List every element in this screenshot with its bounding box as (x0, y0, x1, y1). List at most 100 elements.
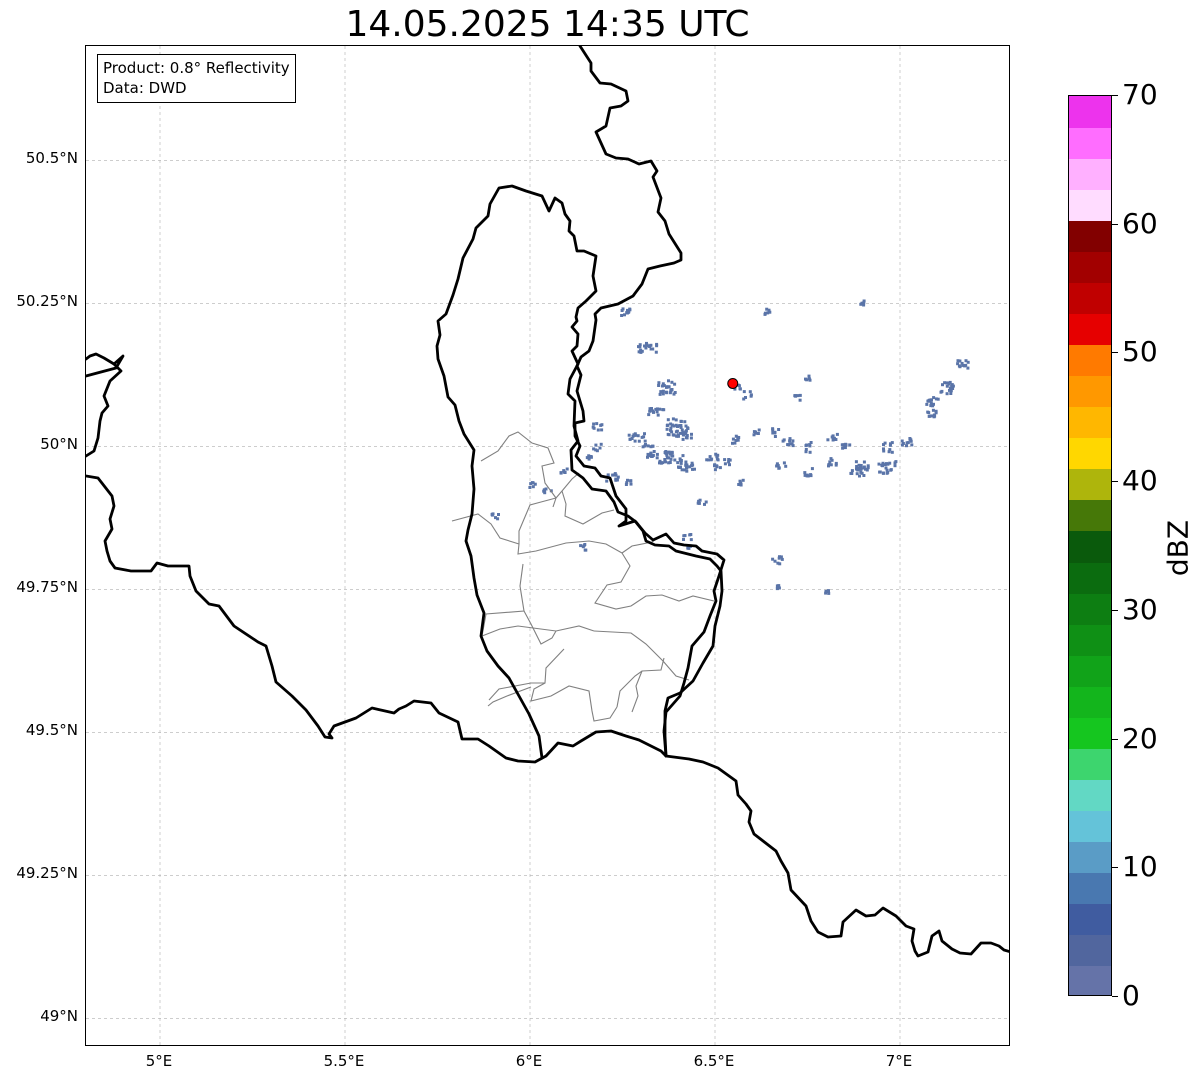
echo-pixel (782, 438, 786, 442)
echo-pixel (849, 471, 853, 475)
echo-pixel (773, 435, 777, 438)
echo-pixel (925, 402, 929, 406)
echo-pixel (649, 445, 653, 449)
echo-pixel (646, 452, 650, 456)
echo-pixel (674, 418, 678, 422)
echo-pixel (685, 466, 688, 470)
echo-pixel (777, 466, 781, 470)
echo-pixel (880, 464, 884, 467)
canton-boundary (451, 513, 520, 545)
echo-pixel (718, 466, 722, 470)
lat-tick-label: 50.25°N (16, 292, 78, 311)
radar-site-marker[interactable] (727, 377, 739, 389)
map-panel[interactable] (85, 45, 1010, 1046)
canton-boundary (530, 648, 618, 722)
echo-pixel (791, 444, 795, 448)
echo-pixel (613, 472, 617, 476)
border-belgium-north (86, 352, 116, 366)
canton-boundaries (451, 431, 715, 722)
echo-pixel (673, 382, 677, 386)
echo-pixel (862, 303, 866, 307)
lon-tick-label: 5°E (145, 1052, 173, 1070)
echo-pixel (672, 424, 676, 428)
echo-pixel (668, 391, 672, 395)
echo-pixel (655, 456, 659, 460)
echo-pixel (834, 463, 838, 467)
echo-pixel (934, 409, 938, 413)
lat-tick-label: 49.25°N (16, 864, 78, 883)
colorbar-segment (1069, 717, 1111, 749)
colorbar-tick-mark (1112, 609, 1118, 611)
echo-pixel (804, 448, 808, 451)
echo-pixel (948, 386, 952, 390)
echo-pixel (667, 450, 671, 454)
echo-pixel (682, 538, 685, 541)
echo-pixel (885, 468, 889, 472)
canton-boundary (523, 610, 557, 645)
echo-pixel (790, 442, 794, 446)
echo-pixel (901, 442, 905, 445)
product-info-box: Product: 0.8° Reflectivity Data: DWD (97, 54, 296, 103)
echo-pixel (676, 425, 679, 428)
echo-pixel (531, 481, 535, 485)
echo-pixel (810, 467, 814, 471)
echo-pixel (777, 556, 781, 560)
echo-pixel (754, 431, 758, 435)
echo-pixel (679, 431, 682, 435)
colorbar (1068, 95, 1112, 996)
echo-pixel (689, 538, 693, 542)
echo-pixel (939, 390, 943, 394)
colorbar-segment (1069, 934, 1111, 967)
echo-pixel (765, 307, 769, 311)
echo-pixel (798, 393, 802, 397)
echo-pixel (756, 432, 760, 435)
colorbar-segment (1069, 530, 1111, 563)
colorbar-segment (1069, 841, 1111, 874)
echo-pixel (960, 361, 964, 365)
echo-pixel (803, 471, 807, 475)
colorbar-tick-mark (1112, 867, 1118, 869)
echo-pixel (697, 499, 701, 503)
echo-pixel (829, 457, 833, 461)
echo-pixel (929, 401, 933, 405)
echo-pixel (859, 470, 863, 474)
colorbar-tick-label: 40 (1122, 464, 1158, 498)
echo-pixel (559, 471, 563, 475)
echo-pixel (665, 424, 669, 427)
echo-pixel (563, 471, 567, 474)
echo-pixel (682, 534, 686, 538)
echo-pixel (775, 464, 779, 468)
echo-pixel (626, 308, 629, 312)
echo-pixel (660, 384, 664, 388)
echo-pixel (805, 474, 809, 478)
echo-pixel (796, 394, 800, 398)
echo-pixel (860, 301, 864, 305)
echo-pixel (908, 437, 912, 440)
echo-pixel (679, 426, 683, 429)
echo-pixel (640, 349, 644, 353)
echo-pixel (671, 454, 675, 458)
echo-pixel (650, 407, 653, 410)
echo-pixel (733, 441, 737, 445)
echo-pixel (639, 348, 643, 352)
echo-pixel (664, 450, 668, 453)
echo-pixel (614, 473, 618, 477)
echo-pixel (600, 428, 604, 432)
product-label: Product: 0.8° Reflectivity (103, 59, 290, 77)
echo-pixel (654, 350, 658, 354)
radar-map[interactable] (86, 46, 1010, 1046)
echo-pixel (665, 385, 669, 389)
lon-tick-label: 6°E (515, 1052, 543, 1070)
border-france-south (664, 754, 1009, 958)
echo-pixel (827, 463, 831, 466)
echo-pixel (592, 422, 596, 426)
echo-pixel (776, 561, 780, 565)
echo-pixel (667, 385, 671, 389)
canton-boundary (594, 552, 715, 610)
echo-pixel (715, 457, 719, 461)
echo-pixel (620, 314, 624, 317)
echo-pixel (738, 387, 742, 391)
echo-pixel (744, 396, 747, 399)
echo-pixel (579, 544, 583, 548)
echo-pixel (827, 591, 831, 595)
